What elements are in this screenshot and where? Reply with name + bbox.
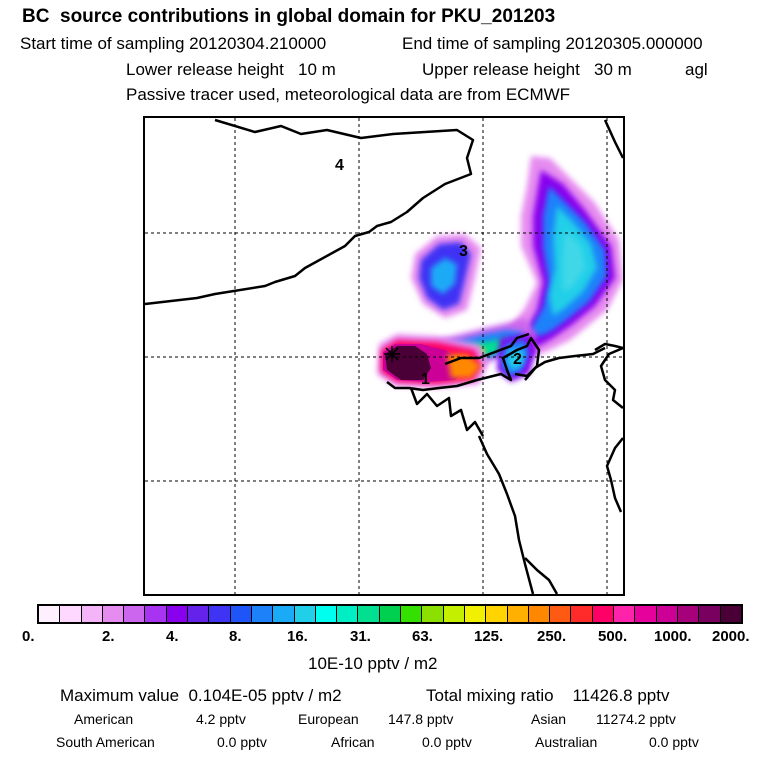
legend-tick: 1000. bbox=[654, 628, 692, 645]
total-mixing-ratio: Total mixing ratio 11426.8 pptv bbox=[426, 686, 670, 705]
legend-tick: 2000. bbox=[712, 628, 750, 645]
legend-tick: 63. bbox=[412, 628, 433, 645]
legend-swatch bbox=[273, 606, 295, 622]
source-asian-value: 11274.2 pptv bbox=[596, 711, 676, 727]
legend-swatch bbox=[230, 606, 252, 622]
graticule-lines bbox=[145, 118, 623, 594]
source-african-label: African bbox=[331, 734, 375, 750]
upper-release-height: Upper release height 30 m bbox=[422, 60, 632, 79]
lower-release-height: Lower release height 10 m bbox=[126, 60, 336, 79]
legend-swatch bbox=[464, 606, 487, 622]
region-label-3: 3 bbox=[459, 243, 468, 260]
legend-swatch bbox=[166, 606, 189, 622]
source-american-label: American bbox=[74, 711, 134, 727]
legend-swatch bbox=[614, 606, 636, 622]
legend-swatch bbox=[635, 606, 657, 622]
source-australian-label: Australian bbox=[535, 734, 598, 750]
maximum-value: Maximum value 0.104E-05 pptv / m2 bbox=[60, 686, 342, 705]
legend-swatch bbox=[358, 606, 380, 622]
legend-swatch bbox=[251, 606, 274, 622]
source-south-american-value: 0.0 pptv bbox=[217, 734, 267, 750]
legend-tick: 31. bbox=[350, 628, 371, 645]
legend-units: 10E-10 pptv / m2 bbox=[308, 654, 438, 673]
legend-swatch bbox=[720, 606, 741, 622]
legend-tick: 250. bbox=[537, 628, 567, 645]
legend-swatch bbox=[550, 606, 572, 622]
legend-swatch bbox=[145, 606, 167, 622]
source-asian-label: Asian bbox=[531, 711, 567, 727]
legend-swatch bbox=[39, 606, 61, 622]
source-south-american-label: South American bbox=[56, 734, 155, 750]
legend-swatch bbox=[699, 606, 721, 622]
legend-tick: 8. bbox=[229, 628, 242, 645]
legend-swatch bbox=[188, 606, 210, 622]
legend-color-bar bbox=[37, 604, 743, 624]
tracer-note: Passive tracer used, meteorological data… bbox=[126, 85, 571, 104]
legend-swatch bbox=[81, 606, 103, 622]
legend-tick: 16. bbox=[287, 628, 308, 645]
legend-swatch bbox=[315, 606, 338, 622]
legend-swatch bbox=[592, 606, 615, 622]
legend-swatch bbox=[102, 606, 125, 622]
legend-swatch bbox=[294, 606, 316, 622]
region-label-4: 4 bbox=[335, 157, 344, 174]
coastlines-and-borders bbox=[145, 118, 623, 594]
legend-swatch bbox=[677, 606, 700, 622]
source-african-value: 0.0 pptv bbox=[422, 734, 472, 750]
legend-swatch bbox=[337, 606, 359, 622]
concentration-patch-3 bbox=[411, 234, 481, 318]
concentration-plume-northeast bbox=[500, 156, 623, 356]
legend-swatch bbox=[379, 606, 402, 622]
map-panel: 1 2 3 4 bbox=[143, 116, 625, 596]
legend-swatch bbox=[528, 606, 551, 622]
legend-tick: 4. bbox=[166, 628, 179, 645]
release-site-marker bbox=[384, 346, 400, 362]
source-australian-value: 0.0 pptv bbox=[649, 734, 699, 750]
legend-swatch bbox=[571, 606, 593, 622]
legend-swatch bbox=[209, 606, 231, 622]
height-reference: agl bbox=[685, 60, 708, 79]
legend-swatch bbox=[124, 606, 146, 622]
legend-swatch bbox=[507, 606, 529, 622]
region-label-1: 1 bbox=[421, 371, 430, 388]
source-european-value: 147.8 pptv bbox=[388, 711, 454, 727]
sampling-end-time: End time of sampling 20120305.000000 bbox=[402, 34, 703, 53]
legend-swatch bbox=[443, 606, 465, 622]
source-european-label: European bbox=[298, 711, 359, 727]
map-canvas: 1 2 3 4 bbox=[145, 118, 623, 594]
legend-swatch bbox=[422, 606, 444, 622]
legend-tick: 500. bbox=[598, 628, 628, 645]
legend-swatch bbox=[401, 606, 423, 622]
legend-swatch bbox=[486, 606, 508, 622]
legend-swatch bbox=[60, 606, 82, 622]
sampling-start-time: Start time of sampling 20120304.210000 bbox=[20, 34, 327, 53]
region-label-2: 2 bbox=[513, 351, 522, 368]
legend-swatch bbox=[656, 606, 678, 622]
source-american-value: 4.2 pptv bbox=[196, 711, 246, 727]
legend-tick: 0. bbox=[22, 628, 35, 645]
legend-tick: 125. bbox=[474, 628, 504, 645]
plot-title: BC source contributions in global domain… bbox=[22, 6, 556, 27]
legend-tick: 2. bbox=[102, 628, 115, 645]
